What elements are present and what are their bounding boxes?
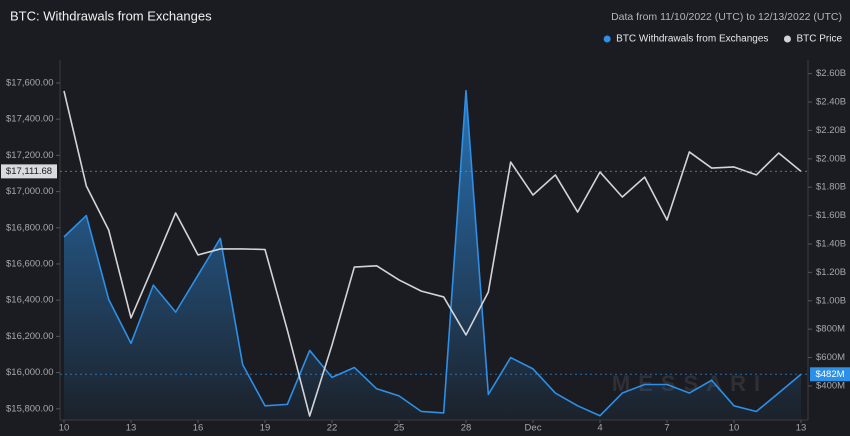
legend-label: BTC Withdrawals from Exchanges [616,34,768,45]
x-tick-label: 25 [394,423,405,434]
y2-tick-label: $400M [816,380,845,391]
value-badge [810,367,850,382]
x-tick-label: 10 [729,423,740,434]
series-line [63,89,802,417]
y2-tick-label: $1.80B [816,182,846,193]
value-badge-label: $482M [815,369,844,380]
y2-tick-label: $600M [816,352,845,363]
y2-tick-label: $800M [816,324,845,335]
legend-label: BTC Price [796,34,842,45]
chart-title: BTC: Withdrawals from Exchanges [10,8,212,23]
x-tick-label: 10 [59,423,70,434]
y-tick-label: $16,000.00 [6,367,54,378]
series-line [63,90,802,417]
legend-marker [603,35,611,43]
x-tick-label: 22 [327,423,338,434]
x-tick-label: 4 [597,423,602,434]
y-tick-label: $16,200.00 [6,331,54,342]
y2-tick-label: $1.20B [816,267,846,278]
y2-tick-label: $1.60B [816,210,846,221]
y-tick-label: $16,600.00 [6,258,54,269]
y-tick-label: $17,600.00 [6,78,54,89]
area [64,90,801,420]
value-badge [1,164,57,179]
value-badge-label: $17,111.68 [6,166,52,177]
y-tick-label: $17,000.00 [6,186,54,197]
x-tick-label: 13 [126,423,137,434]
y2-tick-label: $2.60B [816,68,846,79]
x-tick-label: 13 [796,423,807,434]
x-tick-label: 7 [664,423,669,434]
x-tick-label: Dec [525,423,542,434]
y-tick-label: $17,400.00 [6,114,54,125]
y2-tick-label: $1.00B [816,295,846,306]
x-tick-label: 28 [461,423,472,434]
chart-subtitle: Data from 11/10/2022 (UTC) to 12/13/2022… [611,11,842,23]
y-tick-label: $16,400.00 [6,295,54,306]
y2-tick-label: $2.00B [816,153,846,164]
y-tick-label: $17,200.00 [6,150,54,161]
x-tick-label: 19 [260,423,271,434]
y-tick-label: $15,800.00 [6,403,54,414]
y2-tick-label: $2.40B [816,97,846,108]
x-tick-label: 16 [193,423,204,434]
y2-tick-label: $2.20B [816,125,846,136]
y-tick-label: $16,800.00 [6,222,54,233]
legend-marker [783,35,791,43]
y2-tick-label: $1.40B [816,238,846,249]
